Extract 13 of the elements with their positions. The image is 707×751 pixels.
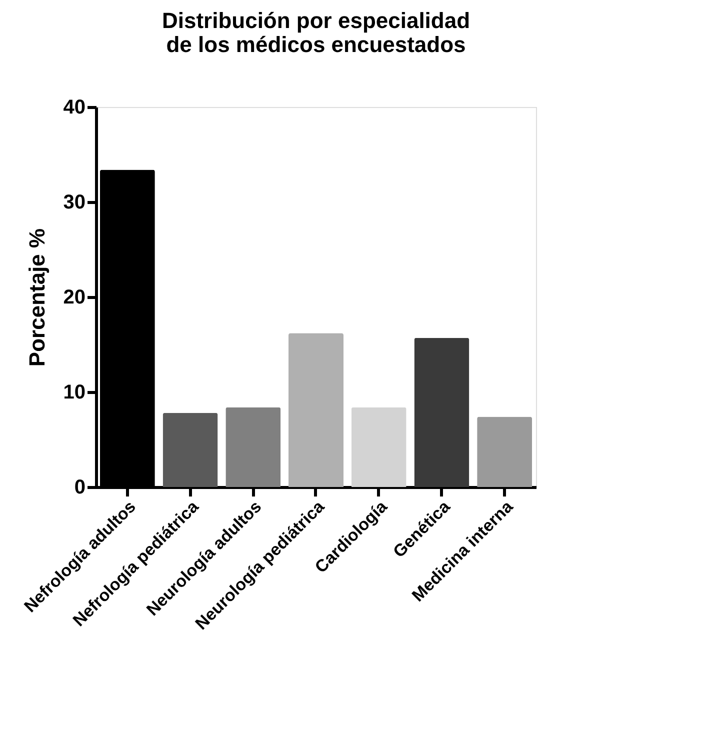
y-tick-label: 0 — [74, 476, 86, 498]
bar — [351, 407, 406, 487]
y-tick-label: 40 — [63, 96, 86, 118]
chart-title: Distribución por especialidad de los médicos encuestados — [162, 8, 470, 57]
y-axis-title: Porcentaje % — [24, 228, 50, 367]
bar — [162, 412, 218, 487]
bar — [226, 407, 281, 487]
y-tick-label: 20 — [63, 286, 86, 308]
bar — [477, 416, 532, 487]
bar — [288, 333, 344, 487]
y-tick-label: 10 — [63, 382, 86, 404]
y-tick-label: 30 — [63, 192, 86, 214]
bar — [414, 338, 470, 487]
